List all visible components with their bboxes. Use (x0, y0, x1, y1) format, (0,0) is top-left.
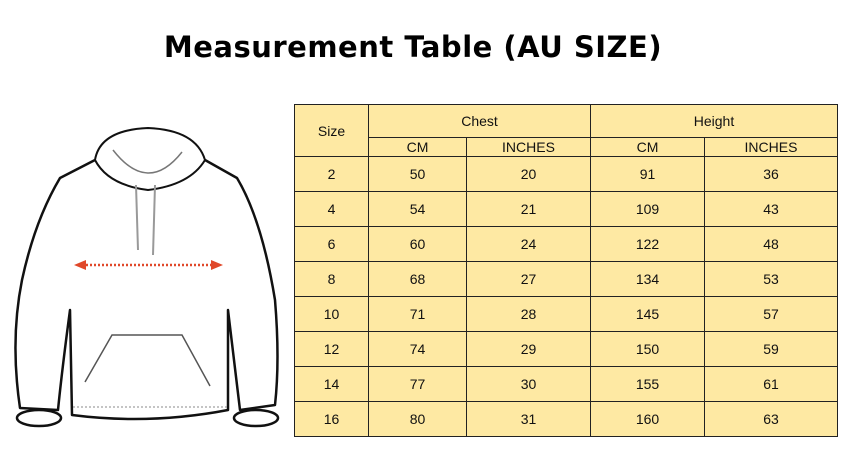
cell-height-in: 48 (704, 226, 838, 262)
cell-chest-cm: 68 (368, 261, 467, 297)
cell-height-cm: 155 (590, 366, 705, 402)
hoodie-illustration (14, 127, 280, 428)
cell-chest-cm: 74 (368, 331, 467, 367)
chest-measure-arrow (74, 260, 223, 270)
cell-size: 12 (294, 331, 369, 367)
cell-height-cm: 145 (590, 296, 705, 332)
cell-height-cm: 150 (590, 331, 705, 367)
cell-chest-cm: 77 (368, 366, 467, 402)
cell-size: 8 (294, 261, 369, 297)
cell-size: 2 (294, 156, 369, 192)
cell-chest-cm: 60 (368, 226, 467, 262)
cell-height-cm: 134 (590, 261, 705, 297)
cell-chest-in: 28 (466, 296, 591, 332)
cell-height-in: 36 (704, 156, 838, 192)
page-title: Measurement Table (AU SIZE) (163, 30, 663, 64)
cell-chest-in: 31 (466, 401, 591, 437)
cell-chest-cm: 71 (368, 296, 467, 332)
cell-chest-cm: 80 (368, 401, 467, 437)
cell-height-in: 57 (704, 296, 838, 332)
table-row: 6 60 24 122 48 (294, 226, 838, 262)
cell-chest-cm: 50 (368, 156, 467, 192)
table-row: 12 74 29 150 59 (294, 331, 838, 367)
cell-height-in: 53 (704, 261, 838, 297)
cell-chest-in: 21 (466, 191, 591, 227)
header-chest-cm: CM (368, 137, 467, 157)
cell-height-in: 43 (704, 191, 838, 227)
cell-chest-in: 27 (466, 261, 591, 297)
cell-chest-in: 24 (466, 226, 591, 262)
table-row: 4 54 21 109 43 (294, 191, 838, 227)
cell-height-cm: 109 (590, 191, 705, 227)
table-row: 10 71 28 145 57 (294, 296, 838, 332)
table-row: 16 80 31 160 63 (294, 401, 838, 437)
table-row: 14 77 30 155 61 (294, 366, 838, 402)
cell-chest-in: 30 (466, 366, 591, 402)
cell-chest-cm: 54 (368, 191, 467, 227)
cell-height-cm: 91 (590, 156, 705, 192)
cell-size: 14 (294, 366, 369, 402)
cell-size: 16 (294, 401, 369, 437)
cell-chest-in: 29 (466, 331, 591, 367)
header-chest: Chest (368, 104, 591, 138)
cell-height-in: 61 (704, 366, 838, 402)
table-row: 8 68 27 134 53 (294, 261, 838, 297)
cell-height-cm: 160 (590, 401, 705, 437)
cell-height-cm: 122 (590, 226, 705, 262)
header-height-cm: CM (590, 137, 705, 157)
cell-size: 4 (294, 191, 369, 227)
cell-size: 10 (294, 296, 369, 332)
table-row: 2 50 20 91 36 (294, 156, 838, 192)
cell-size: 6 (294, 226, 369, 262)
cell-height-in: 63 (704, 401, 838, 437)
header-size: Size (294, 104, 369, 157)
cell-chest-in: 20 (466, 156, 591, 192)
cell-height-in: 59 (704, 331, 838, 367)
header-height: Height (590, 104, 838, 138)
header-chest-inches: INCHES (466, 137, 591, 157)
header-height-inches: INCHES (704, 137, 838, 157)
